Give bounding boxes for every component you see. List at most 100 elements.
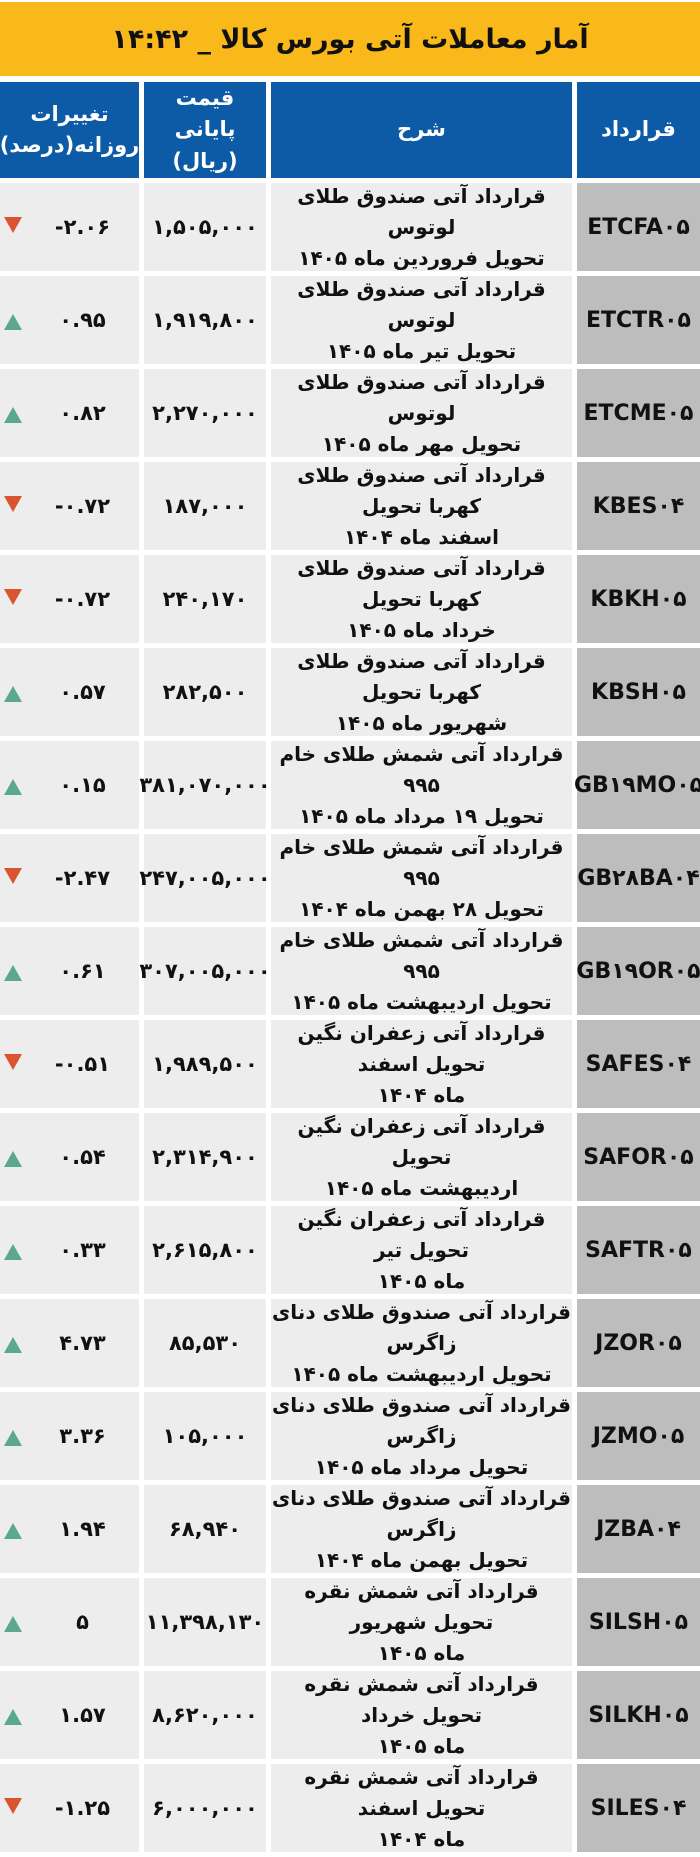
change-value: ۰.۵۷ bbox=[59, 680, 106, 704]
change-value: ۰.۵۴ bbox=[59, 1145, 106, 1169]
contract-code: SAFES۰۴ bbox=[577, 1020, 700, 1108]
description-line1: قرارداد آتی شمش طلای خام ۹۹۵ bbox=[279, 834, 564, 890]
triangle-down-icon bbox=[4, 589, 22, 605]
daily-change: -۰.۷۲ bbox=[0, 462, 139, 550]
closing-price: ۳۰۷,۰۰۵,۰۰۰ bbox=[139, 927, 271, 1015]
table-row: JZMO۰۵ قرارداد آتی صندوق طلای دنای زاگرس ت… bbox=[0, 1392, 700, 1480]
closing-price: ۲۴۰,۱۷۰ bbox=[144, 555, 266, 643]
description-line2: تحویل ۱۹ مرداد ماه ۱۴۰۵ bbox=[299, 803, 544, 828]
closing-price: ۲۴۷,۰۰۵,۰۰۰ bbox=[139, 834, 271, 922]
table-row: ETCME۰۵ قرارداد آتی صندوق طلای لوتوس تحویل… bbox=[0, 369, 700, 457]
description-line2: ماه ۱۴۰۴ bbox=[377, 1082, 466, 1107]
daily-change: -۰.۵۱ bbox=[0, 1020, 139, 1108]
description-line2: تحویل اردیبهشت ماه ۱۴۰۵ bbox=[291, 989, 552, 1014]
contract-description: قرارداد آتی زعفران نگین تحویل اردیبهشت ما… bbox=[271, 1113, 572, 1201]
description-line2: اردیبهشت ماه ۱۴۰۵ bbox=[324, 1175, 519, 1200]
description-line1: قرارداد آتی شمش طلای خام ۹۹۵ bbox=[279, 741, 564, 797]
description-line2: شهریور ماه ۱۴۰۵ bbox=[335, 710, 508, 735]
contract-description: قرارداد آتی شمش طلای خام ۹۹۵ تحویل ۱۹ مرد… bbox=[271, 741, 572, 829]
triangle-up-icon bbox=[4, 407, 22, 423]
triangle-up-icon bbox=[4, 686, 22, 702]
table-body: ETCFA۰۵ قرارداد آتی صندوق طلای لوتوس تحویل… bbox=[0, 183, 700, 1852]
contract-code: ETCTR۰۵ bbox=[577, 276, 700, 364]
daily-change: ۳.۳۶ bbox=[0, 1392, 139, 1480]
header-price-line1: قیمت پایانی bbox=[174, 85, 236, 142]
daily-change: ۴.۷۳ bbox=[0, 1299, 139, 1387]
closing-price: ۲,۶۱۵,۸۰۰ bbox=[144, 1206, 266, 1294]
triangle-down-icon bbox=[4, 217, 22, 233]
daily-change: ۱.۵۷ bbox=[0, 1671, 139, 1759]
daily-change: -۲.۰۶ bbox=[0, 183, 139, 271]
closing-price: ۱۰۵,۰۰۰ bbox=[144, 1392, 266, 1480]
contract-description: قرارداد آتی صندوق طلای کهربا تحویل اسفند … bbox=[271, 462, 572, 550]
change-value: -۲.۴۷ bbox=[54, 866, 111, 890]
closing-price: ۱۱,۳۹۸,۱۳۰ bbox=[144, 1578, 266, 1666]
closing-price: ۱,۹۸۹,۵۰۰ bbox=[144, 1020, 266, 1108]
daily-change: -۲.۴۷ bbox=[0, 834, 139, 922]
contract-code: GB۲۸BA۰۴ bbox=[577, 834, 700, 922]
header-change: تغییرات روزانه(درصد) bbox=[0, 82, 139, 178]
change-value: ۵ bbox=[76, 1610, 89, 1634]
description-line2: ماه ۱۴۰۵ bbox=[377, 1733, 466, 1758]
description-line1: قرارداد آتی شمش نقره تحویل شهریور bbox=[304, 1578, 539, 1634]
description-line1: قرارداد آتی صندوق طلای لوتوس bbox=[297, 369, 546, 425]
contract-description: قرارداد آتی صندوق طلای دنای زاگرس تحویل م… bbox=[271, 1392, 572, 1480]
daily-change: -۰.۷۲ bbox=[0, 555, 139, 643]
triangle-up-icon bbox=[4, 1523, 22, 1539]
description-line1: قرارداد آتی شمش طلای خام ۹۹۵ bbox=[279, 927, 564, 983]
triangle-up-icon bbox=[4, 1151, 22, 1167]
daily-change: ۱.۹۴ bbox=[0, 1485, 139, 1573]
triangle-up-icon bbox=[4, 1616, 22, 1632]
header-change-line2: روزانه(درصد) bbox=[0, 133, 140, 157]
header-description: شرح bbox=[271, 82, 572, 178]
change-value: -۰.۷۲ bbox=[54, 494, 111, 518]
contract-code: KBKH۰۵ bbox=[577, 555, 700, 643]
futures-table: قرارداد شرح قیمت پایانی (ریال) تغییرات ر… bbox=[0, 82, 700, 1857]
table-row: KBES۰۴ قرارداد آتی صندوق طلای کهربا تحویل… bbox=[0, 462, 700, 550]
change-value: ۰.۳۳ bbox=[59, 1238, 106, 1262]
closing-price: ۳۸۱,۰۷۰,۰۰۰ bbox=[139, 741, 271, 829]
triangle-up-icon bbox=[4, 1430, 22, 1446]
contract-description: قرارداد آتی شمش نقره تحویل شهریور ماه ۱۴۰… bbox=[271, 1578, 572, 1666]
description-line2: تحویل اردیبهشت ماه ۱۴۰۵ bbox=[291, 1361, 552, 1386]
change-value: ۰.۶۱ bbox=[59, 959, 106, 983]
description-line1: قرارداد آتی صندوق طلای دنای زاگرس bbox=[271, 1485, 572, 1541]
triangle-up-icon bbox=[4, 1337, 22, 1353]
table-row: SAFTR۰۵ قرارداد آتی زعفران نگین تحویل تیر… bbox=[0, 1206, 700, 1294]
change-value: ۰.۸۲ bbox=[59, 401, 106, 425]
contract-code: ETCME۰۵ bbox=[577, 369, 700, 457]
description-line1: قرارداد آتی شمش نقره تحویل اسفند bbox=[304, 1764, 539, 1820]
table-row: SILSH۰۵ قرارداد آتی شمش نقره تحویل شهریور… bbox=[0, 1578, 700, 1666]
contract-code: JZOR۰۵ bbox=[577, 1299, 700, 1387]
header-price: قیمت پایانی (ریال) bbox=[144, 82, 266, 178]
contract-description: قرارداد آتی شمش طلای خام ۹۹۵ تحویل اردیبه… bbox=[271, 927, 572, 1015]
triangle-up-icon bbox=[4, 1709, 22, 1725]
contract-code: JZMO۰۵ bbox=[577, 1392, 700, 1480]
contract-code: ETCFA۰۵ bbox=[577, 183, 700, 271]
description-line2: ماه ۱۴۰۵ bbox=[377, 1268, 466, 1293]
table-row: SILKH۰۵ قرارداد آتی شمش نقره تحویل خرداد م… bbox=[0, 1671, 700, 1759]
contract-code: KBES۰۴ bbox=[577, 462, 700, 550]
page-title: آمار معاملات آتی بورس کالا _ ۱۴:۴۲ bbox=[0, 0, 700, 76]
daily-change: ۰.۳۳ bbox=[0, 1206, 139, 1294]
table-row: KBKH۰۵ قرارداد آتی صندوق طلای کهربا تحویل… bbox=[0, 555, 700, 643]
contract-code: SILKH۰۵ bbox=[577, 1671, 700, 1759]
description-line1: قرارداد آتی زعفران نگین تحویل اسفند bbox=[297, 1020, 546, 1076]
contract-code: GB۱۹MO۰۵ bbox=[574, 741, 700, 829]
closing-price: ۸۵,۵۳۰ bbox=[144, 1299, 266, 1387]
contract-description: قرارداد آتی شمش طلای خام ۹۹۵ تحویل ۲۸ بهم… bbox=[271, 834, 572, 922]
daily-change: ۰.۱۵ bbox=[0, 741, 139, 829]
closing-price: ۶,۰۰۰,۰۰۰ bbox=[144, 1764, 266, 1852]
contract-description: قرارداد آتی صندوق طلای کهربا تحویل خرداد … bbox=[271, 555, 572, 643]
header-change-line1: تغییرات bbox=[30, 101, 109, 126]
daily-change: ۵ bbox=[0, 1578, 139, 1666]
change-value: -۲.۰۶ bbox=[54, 215, 111, 239]
closing-price: ۱,۹۱۹,۸۰۰ bbox=[144, 276, 266, 364]
daily-change: ۰.۶۱ bbox=[0, 927, 139, 1015]
description-line1: قرارداد آتی صندوق طلای لوتوس bbox=[297, 276, 546, 332]
change-value: ۳.۳۶ bbox=[59, 1424, 106, 1448]
description-line2: تحویل ۲۸ بهمن ماه ۱۴۰۴ bbox=[299, 896, 544, 921]
description-line1: قرارداد آتی صندوق طلای کهربا تحویل bbox=[297, 648, 546, 704]
triangle-down-icon bbox=[4, 496, 22, 512]
description-line2: تحویل تیر ماه ۱۴۰۵ bbox=[326, 338, 517, 363]
